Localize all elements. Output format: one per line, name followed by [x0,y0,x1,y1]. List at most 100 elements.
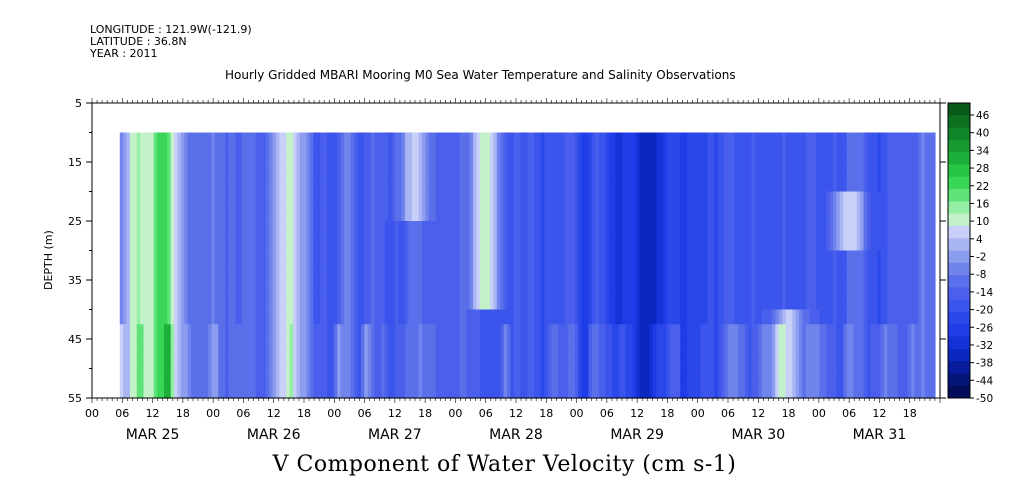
heatmap-cell [822,368,827,384]
heatmap-cell [737,176,742,193]
heatmap-cell [615,280,620,296]
heatmap-cell [119,339,124,355]
heatmap-cell [554,132,559,148]
heatmap-cell [585,280,590,296]
heatmap-cell [411,368,416,384]
heatmap-cell [408,368,413,384]
heatmap-cell [707,176,712,193]
heatmap-cell [578,368,583,384]
heatmap-cell [194,206,199,222]
heatmap-cell [731,280,736,296]
heatmap-cell [364,235,369,252]
heatmap-cell [605,147,610,163]
heatmap-cell [812,368,817,384]
heatmap-cell [754,221,759,237]
heatmap-cell [795,147,800,163]
heatmap-cell [663,280,668,296]
heatmap-cell [303,294,308,311]
x-hour-label: 12 [630,407,644,420]
heatmap-cell [398,132,403,148]
heatmap-cell [262,250,267,266]
heatmap-cell [690,383,695,399]
heatmap-cell [228,235,233,252]
heatmap-cell [673,324,678,340]
heatmap-cell [670,235,675,252]
heatmap-cell [802,324,807,340]
heatmap-cell [235,339,240,355]
heatmap-cell [625,353,630,370]
heatmap-cell [724,147,729,163]
heatmap-cell [510,250,515,266]
heatmap-cell [873,132,878,148]
heatmap-cell [483,309,488,325]
heatmap-cell [157,265,162,281]
heatmap-cell [136,132,141,148]
heatmap-cell [377,162,382,178]
heatmap-cell [520,383,525,399]
heatmap-cell [517,250,522,266]
heatmap-cell [408,132,413,148]
heatmap-cell [466,309,471,325]
heatmap-cell [788,221,793,237]
heatmap-cell [486,294,491,311]
heatmap-cell [751,383,756,399]
heatmap-cell [816,309,821,325]
heatmap-cell [225,235,230,252]
heatmap-cell [208,324,213,340]
heatmap-cell [439,162,444,178]
heatmap-cell [238,324,243,340]
heatmap-cell [765,309,770,325]
heatmap-cell [381,176,386,193]
heatmap-cell [534,280,539,296]
heatmap-cell [214,309,219,325]
heatmap-cell [462,206,467,222]
heatmap-cell [462,191,467,207]
heatmap-cell [473,339,478,355]
heatmap-cell [269,132,274,148]
heatmap-cell [143,206,148,222]
heatmap-cell [673,353,678,370]
heatmap-cell [489,280,494,296]
heatmap-cell [449,294,454,311]
heatmap-cell [853,294,858,311]
heatmap-cell [795,383,800,399]
heatmap-cell [792,250,797,266]
heatmap-cell [894,280,899,296]
heatmap-cell [629,221,634,237]
heatmap-cell [527,383,532,399]
heatmap-cell [136,147,141,163]
heatmap-cell [517,294,522,311]
heatmap-cell [809,147,814,163]
heatmap-cell [146,309,151,325]
heatmap-cell [676,132,681,148]
colorbar-label: -50 [976,393,993,405]
heatmap-cell [761,324,766,340]
heatmap-cell [401,176,406,193]
heatmap-cell [282,221,287,237]
heatmap-cell [629,294,634,311]
heatmap-cell [354,280,359,296]
heatmap-cell [670,339,675,355]
heatmap-cell [269,206,274,222]
heatmap-cell [252,294,257,311]
heatmap-cell [625,324,630,340]
heatmap-cell [707,368,712,384]
heatmap-cell [578,206,583,222]
heatmap-cell [697,162,702,178]
heatmap-cell [571,162,576,178]
heatmap-cell [907,235,912,252]
heatmap-cell [136,309,141,325]
heatmap-cell [540,309,545,325]
heatmap-cell [330,250,335,266]
heatmap-cell [242,309,247,325]
heatmap-cell [194,294,199,311]
heatmap-cell [547,132,552,148]
heatmap-cell [157,309,162,325]
heatmap-cell [167,221,172,237]
heatmap-cell [561,250,566,266]
heatmap-cell [931,339,936,355]
heatmap-cell [921,383,926,399]
y-tick-label: 5 [75,97,82,110]
heatmap-cell [863,250,868,266]
heatmap-cell [208,265,213,281]
